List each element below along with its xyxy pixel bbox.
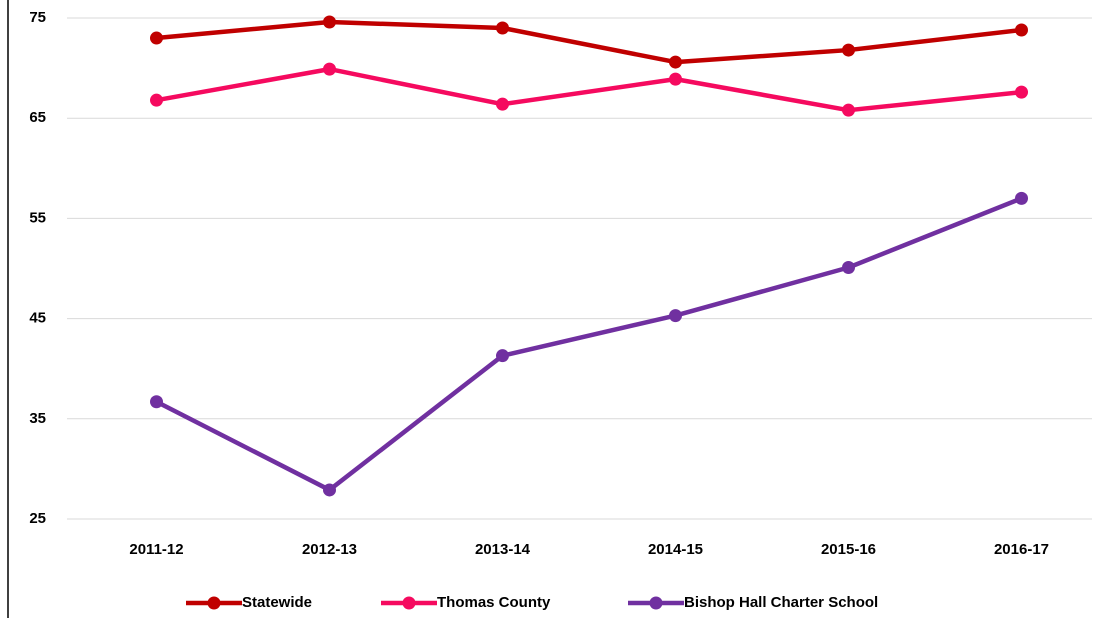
x-tick-label: 2012-13 — [302, 541, 357, 558]
data-point — [496, 97, 509, 111]
series-line — [156, 66, 1022, 113]
legend-label: Thomas County — [437, 594, 551, 611]
y-tick-label: 45 — [29, 310, 46, 327]
x-tick-label: 2016-17 — [994, 541, 1049, 558]
data-point — [842, 260, 855, 274]
legend-label: Statewide — [242, 594, 312, 611]
legend-marker — [649, 596, 663, 610]
y-tick-label: 75 — [29, 9, 46, 26]
series-line — [155, 196, 1023, 493]
y-tick-label: 35 — [29, 410, 46, 427]
data-point — [669, 309, 682, 323]
legend-marker — [402, 596, 416, 610]
data-point — [1015, 85, 1028, 99]
data-point — [150, 93, 163, 107]
legend-label: Bishop Hall Charter School — [684, 594, 878, 611]
data-point — [323, 15, 336, 29]
data-point — [150, 31, 163, 45]
x-tick-label: 2013-14 — [475, 541, 531, 558]
data-point — [323, 62, 336, 76]
data-point — [1015, 191, 1028, 205]
data-point — [323, 483, 336, 497]
y-tick-label: 25 — [29, 510, 46, 527]
data-point — [496, 21, 509, 35]
data-point — [842, 43, 855, 57]
series-line — [156, 19, 1022, 65]
x-tick-label: 2015-16 — [821, 541, 876, 558]
y-tick-label: 55 — [29, 209, 46, 226]
data-point — [150, 395, 163, 409]
legend-marker — [207, 596, 221, 610]
data-point — [842, 103, 855, 117]
data-point — [669, 72, 682, 86]
x-tick-label: 2014-15 — [648, 541, 703, 558]
y-tick-label: 65 — [29, 109, 46, 126]
data-point — [1015, 23, 1028, 37]
x-tick-label: 2011-12 — [129, 541, 183, 558]
data-point — [669, 55, 682, 69]
data-point — [496, 349, 509, 363]
